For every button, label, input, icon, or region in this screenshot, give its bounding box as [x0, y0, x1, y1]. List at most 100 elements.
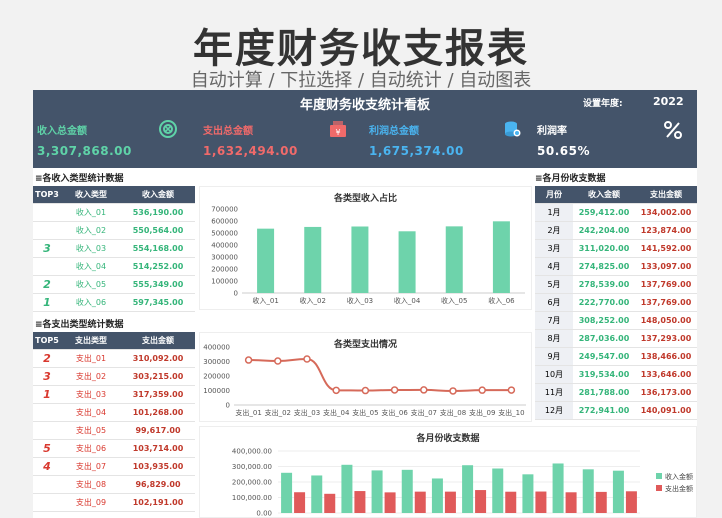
line-point — [274, 357, 282, 365]
expense-type: 支出_01 — [61, 349, 121, 368]
y-tick-label: 300000 — [203, 358, 230, 366]
bar — [401, 469, 413, 513]
bar — [535, 491, 547, 513]
monthly-section-title: ≡各月份收支数据 — [535, 174, 606, 184]
bar — [281, 472, 293, 513]
bar — [398, 231, 416, 293]
income-type: 收入_03 — [61, 239, 121, 258]
rank-badge: 1 — [33, 293, 61, 312]
income-table: TOP3 收入类型 收入金额 收入_01 536,190.00 收入_02 550,5… — [33, 186, 195, 312]
income-type: 收入_05 — [61, 275, 121, 294]
table-row: 4 支出_07 103,935.00 — [33, 457, 195, 476]
table-row: 3 收入_03 554,168.00 — [33, 239, 195, 258]
month-income: 319,534.00 — [573, 365, 635, 384]
month-expense: 133,097.00 — [635, 257, 697, 276]
year-select[interactable]: 2022 — [653, 95, 684, 108]
bar — [324, 493, 336, 513]
month-income: 281,788.00 — [573, 383, 635, 402]
y-tick-label: 400000 — [211, 242, 238, 250]
kpi-expense: 支出总金额 ¥ 1,632,494.00 — [199, 114, 365, 168]
kpi-profit-label: 利润总金额 — [369, 126, 419, 137]
x-tick-label: 收入_01 — [252, 296, 278, 305]
x-tick-label: 收入_06 — [488, 296, 515, 305]
y-tick-label: 200000 — [203, 373, 230, 381]
expense-chart-title: 各类型支出情况 — [333, 340, 397, 350]
month-income: 308,252.00 — [573, 311, 635, 330]
rank-badge: 3 — [33, 239, 61, 258]
expense-amount: 317,359.00 — [121, 385, 195, 404]
y-tick-label: 100000 — [203, 387, 230, 395]
x-tick-label: 支出_06 — [381, 408, 408, 417]
rank-badge — [33, 203, 61, 222]
month-cell: 5月 — [535, 275, 573, 294]
income-amount: 550,564.00 — [121, 221, 195, 240]
kpi-expense-value: 1,632,494.00 — [203, 144, 298, 158]
expense-amount: 103,935.00 — [121, 457, 195, 476]
x-tick-label: 支出_01 — [235, 408, 261, 417]
kpi-bar: 收入总金额 3,307,868.00 支出总金额 ¥ 1,632,494.00 — [33, 114, 697, 168]
y-tick-label: 200000 — [211, 266, 238, 274]
expense-type: 支出_05 — [61, 421, 121, 440]
month-expense: 134,002.00 — [635, 203, 697, 222]
rank-badge: 2 — [33, 275, 61, 294]
legend-entry: 支出金额 — [665, 484, 693, 493]
month-expense: 141,592.00 — [635, 239, 697, 258]
monthly-header-expense: 支出金额 — [635, 186, 697, 204]
bar — [444, 491, 456, 513]
table-row: 1 收入_06 597,345.00 — [33, 293, 195, 312]
expense-type: 支出_02 — [61, 367, 121, 386]
bar — [341, 464, 353, 513]
income-amount: 555,349.00 — [121, 275, 195, 294]
rank-badge: 1 — [33, 385, 61, 404]
month-cell: 3月 — [535, 239, 573, 258]
month-expense: 136,173.00 — [635, 383, 697, 402]
y-tick-label: 300,000.00 — [232, 463, 272, 471]
income-amount: 597,345.00 — [121, 293, 195, 312]
percent-icon — [664, 121, 682, 139]
expense-header-amount: 支出金额 — [121, 332, 195, 350]
table-row: 5 支出_06 103,714.00 — [33, 439, 195, 458]
y-tick-label: 500000 — [211, 230, 238, 238]
y-tick-label: 200,000.00 — [232, 479, 272, 487]
bar — [595, 491, 607, 513]
bar — [257, 228, 275, 293]
income-amount: 554,168.00 — [121, 239, 195, 258]
report-title: 年度财务收支报表 — [193, 26, 529, 72]
bar — [384, 492, 396, 513]
bar — [492, 221, 510, 293]
month-expense: 148,050.00 — [635, 311, 697, 330]
month-cell: 11月 — [535, 383, 573, 402]
income-type: 收入_04 — [61, 257, 121, 276]
kpi-expense-label: 支出总金额 — [203, 126, 253, 137]
expense-type: 支出_03 — [61, 385, 121, 404]
line-point — [420, 386, 428, 394]
bar — [612, 470, 624, 513]
month-expense: 137,769.00 — [635, 293, 697, 312]
bar — [431, 478, 443, 513]
month-income: 278,539.00 — [573, 275, 635, 294]
bar — [582, 469, 594, 513]
x-tick-label: 支出_08 — [440, 408, 466, 417]
bar — [351, 226, 369, 293]
month-expense: 140,091.00 — [635, 401, 697, 420]
bar — [445, 226, 463, 293]
stack-icon — [505, 121, 521, 137]
expense-type: 支出_09 — [61, 493, 121, 512]
line-point — [303, 355, 311, 363]
month-income: 242,204.00 — [573, 221, 635, 240]
month-income: 274,825.00 — [573, 257, 635, 276]
line-point — [332, 386, 340, 395]
line-point — [507, 386, 516, 394]
income-header-type: 收入类型 — [61, 186, 121, 204]
y-tick-label: 0.00 — [256, 510, 272, 518]
table-row: 7月 308,252.00 148,050.00 — [535, 311, 697, 330]
kpi-income: 收入总金额 3,307,868.00 — [33, 114, 199, 168]
month-expense: 123,874.00 — [635, 221, 697, 240]
expense-amount: 310,092.00 — [121, 349, 195, 368]
month-cell: 2月 — [535, 221, 573, 240]
table-row: 4月 274,825.00 133,097.00 — [535, 257, 697, 276]
expense-amount: 102,191.00 — [121, 493, 195, 512]
wallet-icon: ¥ — [330, 121, 346, 137]
y-tick-label: 0 — [226, 402, 230, 410]
table-row: 10月 319,534.00 133,646.00 — [535, 365, 697, 384]
